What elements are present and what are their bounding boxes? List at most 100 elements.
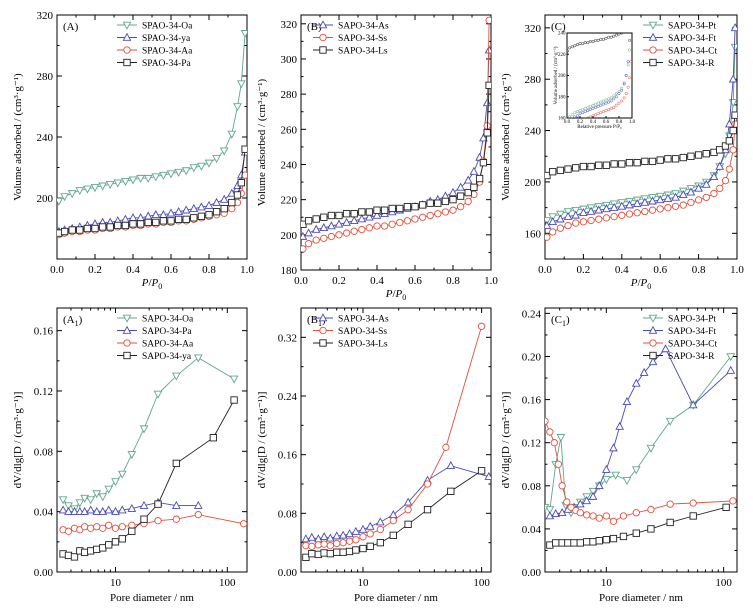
data-point [485,81,491,89]
inset-data-point [571,125,573,127]
data-point [434,210,442,218]
data-point [197,202,206,211]
data-point [212,197,221,206]
x-axis-title-part: P [630,277,638,289]
data-point [679,201,687,209]
data-point [449,196,457,204]
x-tick-label: 0.2 [88,264,102,276]
data-point [689,499,697,507]
legend-label: SAPO-34-Ls [338,340,388,350]
data-point [219,147,229,156]
data-point [671,202,680,210]
data-point [426,199,434,207]
data-point [212,155,221,164]
plot-frame [544,307,738,573]
data-point [595,215,603,223]
data-point [625,159,634,167]
legend: SAPO-34-Pt SAPO-34-Ft SAPO-34-Ct SAPO-34-R [643,22,717,69]
data-point [105,521,113,529]
data-point [338,530,348,539]
data-point [98,223,107,231]
data-point [333,548,341,556]
inset-y-tick-label: 240 [558,32,566,37]
data-point [220,205,228,213]
data-point [144,218,152,227]
data-point [689,512,697,520]
legend-label: SAPO-34-Pt [668,315,716,325]
data-point [58,496,68,505]
data-point [463,175,473,184]
data-point [610,212,618,221]
chart-panel-5: 10 100 0.00 0.08 0.16 0.24 0.32 Pore diameter /… [256,307,492,604]
data-point [666,500,674,508]
data-point [380,222,389,230]
data-point [83,185,92,194]
legend-marker [649,351,657,360]
data-point [647,505,655,514]
data-point [80,494,89,503]
y-tick-label: 0.08 [522,481,542,493]
inset-data-point [581,42,585,46]
data-point [418,201,427,209]
data-point [441,197,450,206]
data-point [646,444,656,453]
data-point [545,233,551,241]
data-point [729,126,737,135]
data-point [594,481,604,490]
inset-x-tick-label: 0.6 [603,120,610,125]
legend-label: SAPO-34-Ft [668,34,716,44]
y-tick-label: 0.32 [278,332,297,344]
data-point [558,482,566,490]
y-axis-title: Volume adsorbed / (cm³·g⁻¹) [12,73,24,201]
inset-data-point [601,110,605,114]
panel-label-part: 1 [318,319,322,328]
data-point [725,137,733,145]
data-point [64,527,73,535]
data-point [128,176,138,185]
inset-data-point [581,108,585,111]
data-point [448,187,458,196]
data-point [358,225,366,234]
chart-panel-2: 0.0 0.2 0.4 0.6 0.8 1.0 180 200 220 240 260 280 300 3… [256,14,498,302]
data-point [632,529,640,537]
legend-marker [648,325,658,334]
y-tick-label: 0.00 [522,567,542,579]
x-tick-label: 0.6 [164,264,178,276]
data-point [546,428,554,436]
legend-marker [319,33,327,42]
data-point [552,539,560,547]
y-tick-label: 0.08 [278,508,298,520]
data-point [582,496,592,505]
data-point [359,533,367,541]
data-point [197,212,206,220]
data-point [99,544,107,552]
data-point [396,218,404,227]
y-tick-label: 200 [37,193,54,205]
y-tick-label: 200 [281,230,298,242]
inset-data-point [617,92,621,96]
panel-label-part: ) [566,314,570,326]
data-point [456,203,465,211]
x-tick-label: 100 [219,577,236,589]
data-point [80,506,89,515]
data-point [327,232,336,241]
x-tick-label: 100 [715,577,732,589]
data-point [687,198,695,207]
data-point [304,239,313,248]
x-tick-label: 0.6 [408,275,422,287]
data-point [151,173,161,182]
data-point [327,221,336,230]
data-point [576,509,584,517]
inset-data-point [568,128,570,130]
series-line [305,465,489,540]
data-point [388,204,396,213]
data-point [98,506,108,515]
data-point [153,390,163,399]
inset-data-point [626,63,630,67]
data-point [404,506,412,514]
data-point [595,161,603,169]
y-tick-label: 0.00 [278,567,298,579]
data-point [228,198,236,207]
inset-data-point [614,95,618,99]
inset-data-point [607,108,611,111]
